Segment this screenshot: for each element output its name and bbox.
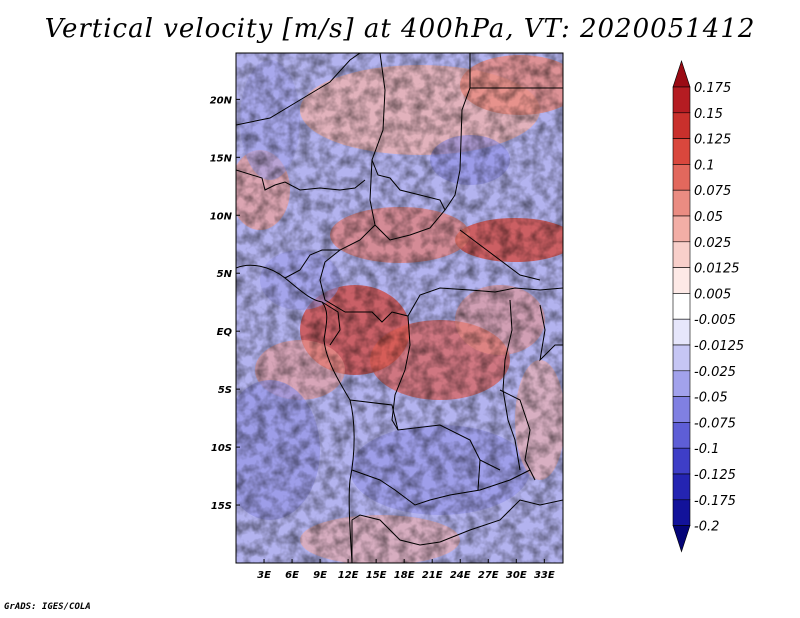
colorbar-label: -0.2 <box>694 520 719 535</box>
credit-text: GrADS: IGES/COLA <box>4 602 91 612</box>
chart-title: Vertical velocity [m/s] at 400hPa, VT: 2… <box>44 14 756 44</box>
colorbar-swatch <box>672 138 691 165</box>
lon-label-33e: 33E <box>534 570 555 581</box>
colorbar-swatch <box>672 318 691 346</box>
colorbar-swatch <box>672 86 691 114</box>
colorbar-label: -0.125 <box>694 468 736 483</box>
colorbar-swatch <box>672 293 691 320</box>
lat-label-5n: 5N <box>217 269 233 280</box>
lon-label-12e: 12E <box>338 570 359 581</box>
colorbar-swatch <box>672 267 691 294</box>
colorbar-label: 0.1 <box>694 158 715 173</box>
colorbar-swatch <box>672 499 691 526</box>
colorbar-top-arrow <box>672 60 691 88</box>
colorbar-swatch <box>672 241 691 268</box>
lon-label-9e: 9E <box>313 570 327 581</box>
colorbar-label: 0.05 <box>694 210 723 225</box>
longitude-labels: 3E 6E 9E 12E 15E 18E 21E 24E 27E 30E 33E <box>257 559 555 581</box>
colorbar-label: -0.075 <box>694 416 736 431</box>
colorbar-label: 0.0125 <box>694 262 740 277</box>
lat-label-10s: 10S <box>211 443 232 454</box>
colorbar-label: 0.025 <box>694 236 731 251</box>
colorbar <box>672 60 691 553</box>
lat-label-eq: EQ <box>217 327 233 338</box>
colorbar-labels: 0.175 0.15 0.125 0.1 0.075 0.05 0.025 0.0125 0.0… <box>694 81 744 535</box>
lat-label-20n: 20N <box>210 95 233 106</box>
lat-label-15s: 15S <box>211 501 232 512</box>
colorbar-label: -0.175 <box>694 494 736 509</box>
colorbar-label: 0.175 <box>694 81 731 96</box>
lon-label-18e: 18E <box>394 570 415 581</box>
colorbar-label: -0.0125 <box>694 339 744 354</box>
colorbar-label: -0.025 <box>694 365 736 380</box>
lat-label-5s: 5S <box>218 385 232 396</box>
country-borders <box>236 53 563 563</box>
lon-label-15e: 15E <box>366 570 387 581</box>
lon-label-30e: 30E <box>506 570 527 581</box>
colorbar-swatch <box>672 112 691 139</box>
colorbar-swatch <box>672 344 691 372</box>
colorbar-label: 0.125 <box>694 133 731 148</box>
lon-label-6e: 6E <box>285 570 299 581</box>
colorbar-swatch <box>672 422 691 449</box>
colorbar-swatch <box>672 447 691 475</box>
colorbar-label: -0.1 <box>694 442 719 457</box>
colorbar-swatch <box>672 370 691 397</box>
colorbar-swatch <box>672 189 691 217</box>
lat-label-10n: 10N <box>210 211 233 222</box>
colorbar-label: 0.005 <box>694 287 731 302</box>
colorbar-label: 0.15 <box>694 107 723 122</box>
colorbar-swatch <box>672 396 691 423</box>
lon-label-24e: 24E <box>450 570 471 581</box>
lat-label-15n: 15N <box>210 153 233 164</box>
colorbar-label: -0.005 <box>694 313 736 328</box>
colorbar-bottom-arrow <box>672 525 691 553</box>
colorbar-swatch <box>672 473 691 501</box>
colorbar-label: -0.05 <box>694 391 728 406</box>
lon-label-21e: 21E <box>422 570 443 581</box>
colorbar-swatch <box>672 215 691 243</box>
lon-label-27e: 27E <box>478 570 499 581</box>
map-frame <box>235 52 564 564</box>
latitude-labels: 20N 15N 10N 5N EQ 5S 10S 15S <box>210 95 240 512</box>
colorbar-label: 0.075 <box>694 184 731 199</box>
colorbar-swatch <box>672 164 691 191</box>
velocity-field <box>236 53 563 563</box>
lon-label-3e: 3E <box>257 570 271 581</box>
